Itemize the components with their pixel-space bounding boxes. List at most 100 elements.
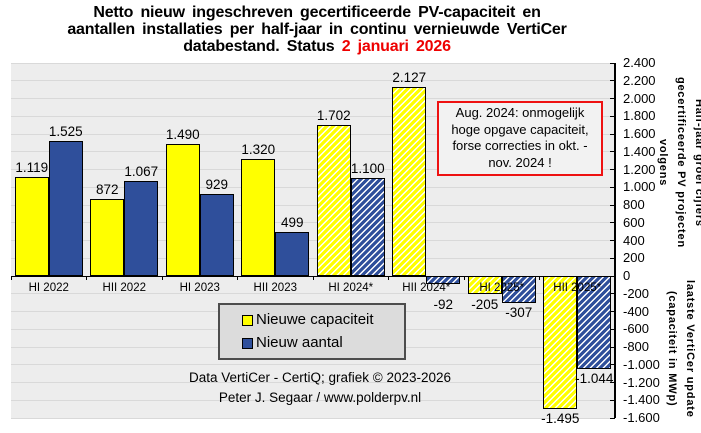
bar-value-label: -1.044 bbox=[575, 370, 614, 386]
annotation-line2: hoge opgave capaciteit, bbox=[451, 121, 589, 137]
y-tick-label: 200 bbox=[623, 250, 645, 266]
gridline bbox=[11, 186, 615, 188]
y-axis-tick bbox=[610, 257, 615, 259]
x-axis-label-hii-2025-: HII 2025* bbox=[553, 282, 602, 294]
bar-value-label: 499 bbox=[280, 214, 304, 230]
bar-value-label: 929 bbox=[205, 176, 229, 192]
x-axis-label-hi-2023: HI 2023 bbox=[179, 282, 220, 294]
bar-value-label: 872 bbox=[95, 181, 119, 197]
legend-label-aantal: Nieuw aantal bbox=[256, 334, 343, 351]
annotation-box: Aug. 2024: onmogelijk hoge opgave capaci… bbox=[437, 101, 603, 176]
gridline bbox=[11, 364, 615, 366]
y-tick-label: -600 bbox=[623, 321, 650, 337]
gridline bbox=[11, 115, 615, 117]
x-axis-label-hii-2024-: HII 2024* bbox=[402, 282, 451, 294]
bar-aantal-hii-2023 bbox=[275, 231, 310, 276]
y-axis-tick bbox=[610, 293, 615, 295]
gridline bbox=[11, 98, 615, 99]
category-axis-tick bbox=[539, 276, 540, 280]
chart-title-line1: Netto nieuw ingeschreven gecertificeerde… bbox=[93, 4, 541, 21]
y-tick-label: 1.000 bbox=[623, 179, 656, 195]
bar-aantal-hi-2022 bbox=[48, 140, 83, 276]
bar-value-label: -205 bbox=[471, 297, 499, 312]
y-axis-tick bbox=[610, 417, 615, 419]
gridline bbox=[11, 417, 615, 419]
y-axis-tick bbox=[610, 186, 615, 188]
y-tick-label: -800 bbox=[623, 339, 650, 354]
category-axis-tick bbox=[237, 276, 238, 280]
y-axis-tick bbox=[610, 382, 615, 383]
right-y-axis-title-line2: laatste VertiCer update (capaciteit in M… bbox=[666, 279, 696, 418]
bar-value-label: -1.495 bbox=[541, 410, 580, 426]
y-tick-label: 600 bbox=[623, 214, 645, 230]
bar-capaciteit-hi-2023 bbox=[165, 143, 200, 276]
y-tick-label: -1.600 bbox=[623, 410, 660, 425]
chart-status-date: 2 januari 2026 bbox=[341, 38, 451, 55]
y-axis-tick bbox=[610, 98, 615, 99]
y-axis-tick bbox=[610, 364, 615, 366]
bar-capaciteit-hii-2025- bbox=[543, 276, 578, 409]
bar-aantal-hi-2025- bbox=[501, 276, 536, 304]
y-tick-label: 1.200 bbox=[623, 161, 656, 177]
category-axis-tick bbox=[614, 276, 616, 280]
x-axis-label-hi-2025-: HI 2025* bbox=[479, 282, 525, 294]
y-axis-line bbox=[614, 63, 616, 418]
bar-capaciteit-hii-2024- bbox=[392, 87, 427, 276]
bar-value-label: 1.119 bbox=[15, 159, 49, 175]
category-axis-tick bbox=[463, 276, 465, 280]
bar-value-label: 1.490 bbox=[165, 126, 200, 142]
gridline bbox=[11, 293, 615, 295]
bar-value-label: 1.525 bbox=[48, 123, 83, 139]
y-axis-tick bbox=[610, 204, 615, 206]
gridline bbox=[11, 133, 615, 135]
annotation-line4: nov. 2024 ! bbox=[488, 154, 552, 170]
chart-title-line3-prefix: databestand. Status bbox=[183, 38, 342, 55]
bar-capaciteit-hi-2024- bbox=[316, 124, 351, 276]
category-axis-tick bbox=[388, 276, 389, 280]
y-axis-tick bbox=[610, 133, 615, 135]
x-axis-label-hii-2022: HII 2022 bbox=[102, 282, 146, 294]
bar-value-label: 1.067 bbox=[124, 164, 159, 180]
y-tick-label: -1.400 bbox=[623, 392, 660, 408]
bar-capaciteit-hii-2023 bbox=[241, 158, 276, 276]
y-axis-tick bbox=[610, 328, 615, 330]
gridline bbox=[11, 169, 615, 170]
y-tick-label: 1.800 bbox=[623, 108, 656, 124]
y-axis-tick bbox=[610, 399, 615, 401]
y-axis-tick bbox=[610, 151, 615, 153]
gridline bbox=[11, 62, 615, 64]
gridline bbox=[11, 151, 615, 153]
category-axis-tick bbox=[161, 276, 163, 280]
legend-swatch-capaciteit bbox=[242, 314, 253, 326]
y-axis-tick bbox=[610, 62, 615, 64]
legend: Nieuwe capaciteit Nieuw aantal bbox=[218, 303, 406, 360]
bar-aantal-hi-2023 bbox=[199, 193, 234, 276]
x-axis-label-hii-2023: HII 2023 bbox=[253, 282, 297, 294]
y-tick-label: 800 bbox=[623, 197, 645, 212]
y-axis-tick bbox=[610, 169, 615, 170]
category-axis-tick bbox=[86, 276, 87, 280]
bar-capaciteit-hi-2022 bbox=[14, 176, 49, 276]
y-tick-label: -1.000 bbox=[623, 356, 660, 372]
gridline bbox=[11, 204, 615, 206]
y-tick-label: -1.200 bbox=[623, 374, 660, 390]
category-axis-tick bbox=[10, 276, 12, 280]
bar-value-label: 1.320 bbox=[241, 141, 276, 157]
y-axis-tick bbox=[610, 311, 615, 312]
y-tick-label: 2.200 bbox=[623, 72, 656, 88]
y-tick-label: -400 bbox=[623, 303, 650, 319]
y-tick-label: 1.600 bbox=[623, 126, 656, 141]
chart-title: Netto nieuw ingeschreven gecertificeerde… bbox=[0, 4, 634, 55]
x-axis-label-hi-2024-: HI 2024* bbox=[328, 282, 374, 294]
bar-value-label: 2.127 bbox=[392, 70, 427, 86]
gridline bbox=[11, 382, 615, 383]
bar-aantal-hii-2025- bbox=[577, 276, 612, 369]
chart-title-line3: databestand. Status 2 januari 2026 bbox=[0, 38, 634, 55]
x-axis-label-hi-2022: HI 2022 bbox=[28, 282, 69, 294]
bar-capaciteit-hii-2022 bbox=[90, 198, 125, 276]
y-tick-label: 2.400 bbox=[623, 55, 656, 70]
y-tick-label: 400 bbox=[623, 232, 645, 248]
footer-credits: Data VertiCer - CertiQ; grafiek © 2023-2… bbox=[0, 368, 640, 408]
legend-item-aantal: Nieuw aantal bbox=[242, 335, 404, 351]
